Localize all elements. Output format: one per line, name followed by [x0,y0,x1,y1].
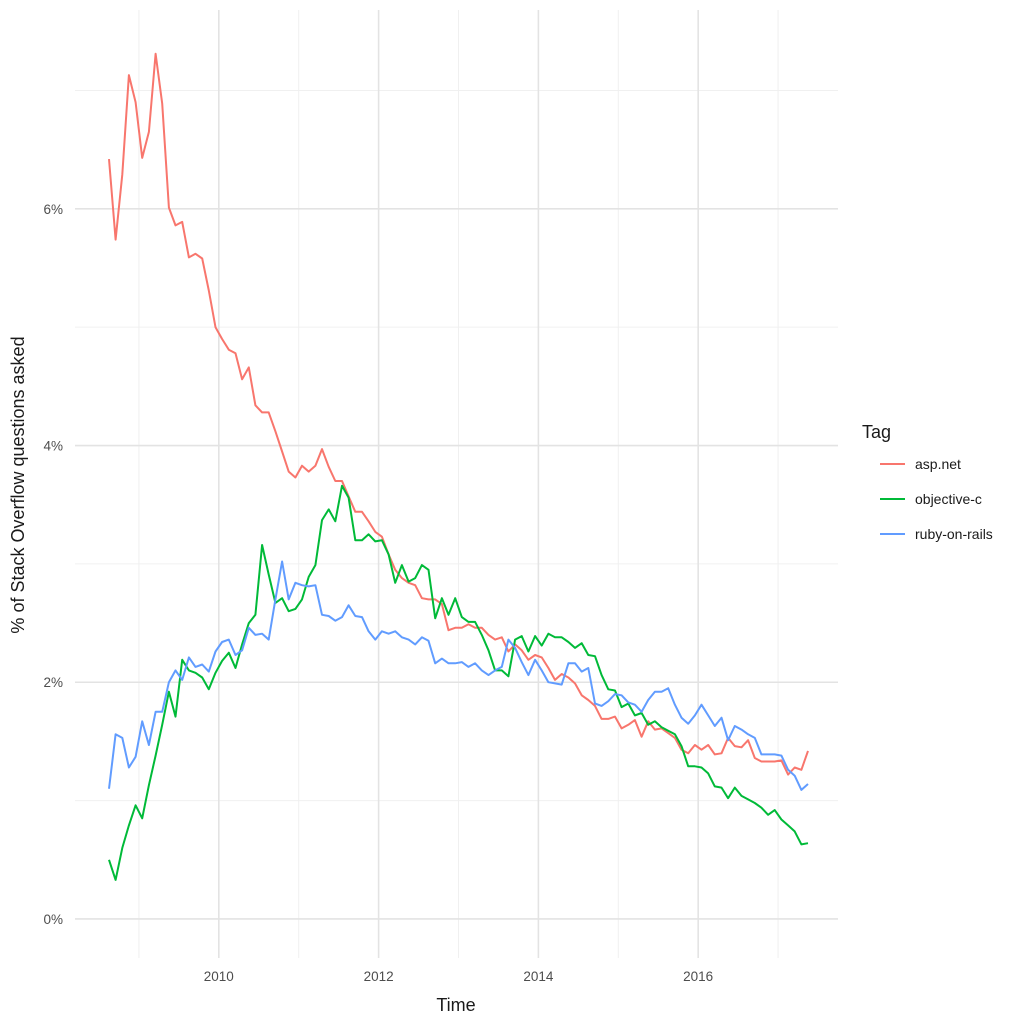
y-tick-label: 4% [43,439,63,454]
legend-label: ruby-on-rails [915,526,993,542]
x-tick-label: 2012 [364,969,394,984]
y-tick-label: 0% [43,912,63,927]
series-line-ruby-on-rails [108,560,809,791]
series-line-objective-c [108,484,809,881]
x-axis-ticks: 2010 2012 2014 2016 [204,969,713,984]
series-line-asp.net [108,52,809,776]
x-tick-label: 2010 [204,969,234,984]
grid [75,10,838,958]
x-tick-label: 2016 [683,969,713,984]
legend-label: objective-c [915,491,982,507]
y-axis-ticks: 0% 2% 4% 6% [43,202,63,927]
series-lines [108,52,809,881]
legend-title: Tag [862,422,891,442]
legend-label: asp.net [915,456,961,472]
y-tick-label: 2% [43,675,63,690]
x-tick-label: 2014 [523,969,554,984]
legend: Tag asp.net objective-c ruby-on-rails [862,422,993,542]
y-tick-label: 6% [43,202,63,217]
x-axis-title: Time [436,995,475,1015]
y-axis-title: % of Stack Overflow questions asked [8,336,28,633]
